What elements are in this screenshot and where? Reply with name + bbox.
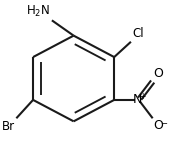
Text: +: + [139,92,146,101]
Text: Cl: Cl [133,27,144,40]
Text: O: O [153,120,163,133]
Text: Br: Br [2,120,15,133]
Text: N: N [133,93,142,106]
Text: −: − [160,119,167,128]
Text: H$_2$N: H$_2$N [26,4,50,19]
Text: O: O [153,67,163,80]
